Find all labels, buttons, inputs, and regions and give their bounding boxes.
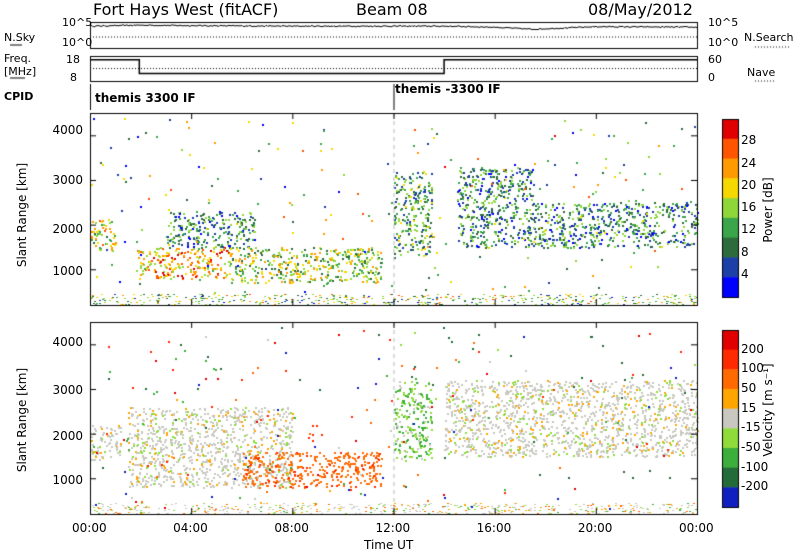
power-colorbar-tick: 24 [741,155,757,170]
cpid-label: CPID [4,90,34,103]
nsearch-label: N.Search [744,31,794,44]
power-ylabel: Slant Range [km] [15,162,29,268]
x-tick-label: 12:00 [375,521,411,535]
noise-top-tick: 10^5 [62,16,93,29]
velocity-colorbar-tick: 200 [741,341,764,356]
power-ytick-4000: 4000 [52,123,83,137]
velocity-colorbar-tick: 100 [741,361,764,376]
power-colorbar-tick: 8 [741,244,749,259]
vel-ytick-2000: 2000 [52,429,83,443]
x-axis-title: Time UT [364,538,414,552]
noise-bottom-tick: 10^0 [62,36,93,49]
freq-top-tick: 18 [66,53,80,66]
beam-title: Beam 08 [356,0,428,19]
x-tick-label: 00:00 [679,521,714,535]
noise-right-bottom-tick: 10^0 [708,36,739,49]
nave-top-tick: 60 [708,53,722,66]
x-tick-label: 08:00 [274,521,309,535]
cpid-segment-1: themis 3300 IF [95,91,196,105]
noise-right-top-tick: 10^5 [708,16,739,29]
velocity-colorbar-label: Velocity [m s⁻¹] [761,363,775,457]
freq-bottom-tick: 8 [70,71,77,84]
power-colorbar-tick: 28 [741,133,757,148]
vel-ylabel: Slant Range [km] [15,367,29,473]
freq-unit-label: [MHz] [4,65,37,78]
x-tick-label: 16:00 [476,521,512,535]
power-colorbar-tick: 12 [741,222,757,237]
velocity-colorbar-tick: -100 [741,459,769,474]
velocity-colorbar-tick: -50 [741,440,761,454]
date-title: 08/May/2012 [588,0,693,19]
nsky-label: N.Sky [4,31,36,44]
vel-ytick-1000: 1000 [52,473,83,487]
power-ytick-3000: 3000 [52,173,83,187]
power-colorbar-tick: 20 [741,177,757,192]
nave-bottom-tick: 0 [708,71,715,84]
velocity-colorbar-tick: -15 [741,420,761,435]
x-tick-label: 00:00 [72,521,107,535]
freq-label: Freq. [4,52,32,65]
vel-ytick-3000: 3000 [52,383,83,397]
x-tick-label: 20:00 [577,521,613,535]
nave-label: Nave [747,66,776,79]
cpid-segment-2: themis -3300 IF [395,82,501,96]
x-tick-label: 04:00 [173,521,208,535]
velocity-colorbar-tick: 15 [741,400,757,415]
power-colorbar-tick: 4 [741,266,749,281]
velocity-colorbar-tick: -200 [741,479,769,494]
power-ytick-2000: 2000 [52,222,83,236]
power-colorbar-label: Power [dB] [761,177,775,243]
velocity-colorbar-tick: 50 [741,381,757,395]
power-colorbar-tick: 16 [741,200,757,214]
station-title: Fort Hays West (fitACF) [93,0,279,19]
vel-ytick-4000: 4000 [52,335,83,349]
power-ytick-1000: 1000 [52,264,83,278]
